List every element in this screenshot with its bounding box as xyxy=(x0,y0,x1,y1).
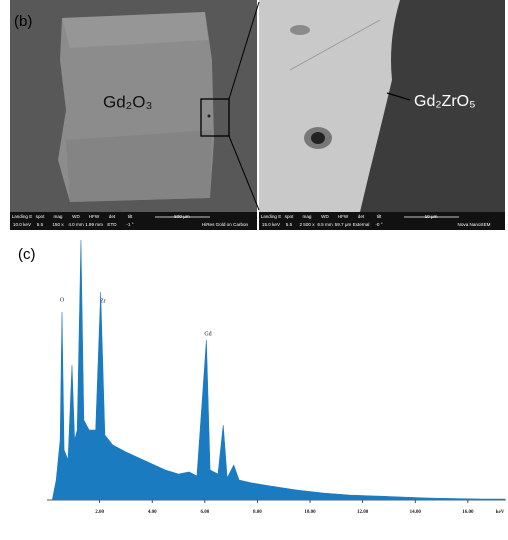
info-header: mag xyxy=(54,214,63,219)
info-bar xyxy=(10,212,257,230)
info-value: -1 ° xyxy=(126,222,133,227)
pore xyxy=(311,132,325,144)
zoom-box xyxy=(200,98,230,137)
spot xyxy=(207,114,211,118)
scale-label: 500 μm xyxy=(174,214,190,219)
panel-label: (b) xyxy=(14,13,32,30)
x-tick-label: 14.00 xyxy=(410,510,422,515)
pore xyxy=(290,25,310,35)
x-tick-label: 16.00 xyxy=(462,510,474,515)
info-value: 2 500 x xyxy=(299,222,315,227)
phase-label: Gd₂O₃ xyxy=(103,92,152,111)
zoom-line xyxy=(228,1,260,100)
info-header: det xyxy=(358,214,365,219)
peak-label: O xyxy=(60,297,65,303)
phase-label: Gd₂ZrO₅ xyxy=(414,93,476,110)
x-tick-label: 2.00 xyxy=(95,510,104,515)
info-value: -0 ° xyxy=(375,222,382,227)
info-value: ETD xyxy=(107,222,117,227)
info-header: Landing E xyxy=(12,214,33,219)
info-header: tilt xyxy=(128,214,133,219)
info-bar xyxy=(259,212,505,230)
info-value: 1.99 mm xyxy=(85,222,103,227)
info-header: Landing E xyxy=(261,214,282,219)
scratch xyxy=(289,19,381,71)
info-value: External xyxy=(353,222,370,227)
zoom-line xyxy=(228,135,260,211)
x-tick-label: 6.00 xyxy=(200,510,209,515)
info-header: spot xyxy=(36,214,45,219)
texture xyxy=(66,130,212,202)
x-axis-label: keV xyxy=(496,510,505,515)
info-note: Nova NanoSEM xyxy=(458,222,491,227)
panel-label: (c) xyxy=(18,246,36,263)
info-value: 150 x xyxy=(52,222,64,227)
info-header: HFW xyxy=(338,214,349,219)
spectrum xyxy=(51,239,505,501)
info-header: WD xyxy=(72,214,80,219)
info-header: tilt xyxy=(377,214,382,219)
info-value: 15.0 keV xyxy=(262,222,281,227)
info-header: mag xyxy=(303,214,312,219)
info-header: spot xyxy=(285,214,294,219)
leader-line xyxy=(386,92,411,101)
peak-label: Zr xyxy=(100,298,106,304)
info-value: 4.0 mm xyxy=(68,222,83,227)
info-value: 6.5 mm xyxy=(317,222,332,227)
info-value: 59.7 μm xyxy=(335,222,352,227)
info-value: 10.0 keV xyxy=(13,222,32,227)
peak-label: Gd xyxy=(204,331,211,337)
texture xyxy=(62,12,208,48)
info-header: det xyxy=(109,214,116,219)
scale-label: 10 μm xyxy=(425,214,438,219)
info-note: HiRes Gold on Carbon xyxy=(202,222,249,227)
x-tick-label: 10.00 xyxy=(304,510,316,515)
x-tick-label: 12.00 xyxy=(357,510,369,515)
info-header: HFW xyxy=(89,214,100,219)
x-tick-label: 8.00 xyxy=(253,510,262,515)
gd2o3-region xyxy=(259,0,400,212)
info-value: 5.5 xyxy=(37,222,44,227)
x-tick-label: 4.00 xyxy=(148,510,157,515)
info-value: 5.5 xyxy=(286,222,293,227)
info-header: WD xyxy=(321,214,329,219)
